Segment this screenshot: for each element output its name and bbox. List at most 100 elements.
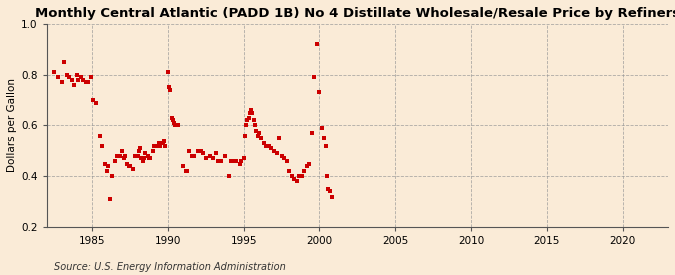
Point — [166, 116, 177, 120]
Point — [244, 111, 255, 115]
Point — [112, 154, 123, 158]
Point — [136, 156, 146, 161]
Point — [259, 141, 269, 145]
Point — [208, 156, 219, 161]
Point — [269, 149, 279, 153]
Point — [292, 179, 302, 183]
Point — [327, 194, 338, 199]
Point — [119, 154, 130, 158]
Point — [296, 174, 307, 178]
Point — [150, 144, 161, 148]
Point — [252, 133, 263, 138]
Point — [184, 149, 195, 153]
Point — [215, 159, 226, 163]
Point — [53, 75, 63, 79]
Point — [261, 144, 272, 148]
Point — [304, 161, 315, 166]
Point — [241, 123, 252, 128]
Point — [169, 121, 180, 125]
Point — [102, 169, 113, 173]
Point — [256, 136, 267, 140]
Point — [182, 169, 192, 173]
Point — [273, 136, 284, 140]
Point — [321, 144, 331, 148]
Point — [95, 133, 105, 138]
Point — [105, 197, 115, 201]
Point — [134, 149, 144, 153]
Point — [286, 174, 297, 178]
Point — [242, 118, 253, 123]
Point — [195, 149, 206, 153]
Point — [253, 131, 264, 135]
Point — [117, 149, 128, 153]
Point — [204, 154, 215, 158]
Point — [319, 136, 330, 140]
Point — [86, 75, 97, 79]
Point — [219, 154, 230, 158]
Point — [302, 164, 313, 168]
Point — [250, 123, 261, 128]
Point — [144, 156, 155, 161]
Point — [299, 169, 310, 173]
Point — [49, 70, 59, 74]
Point — [127, 166, 138, 171]
Point — [234, 161, 245, 166]
Point — [284, 169, 294, 173]
Point — [154, 141, 165, 145]
Point — [180, 169, 191, 173]
Title: Monthly Central Atlantic (PADD 1B) No 4 Distillate Wholesale/Resale Price by Ref: Monthly Central Atlantic (PADD 1B) No 4 … — [35, 7, 675, 20]
Point — [317, 126, 327, 130]
Point — [279, 156, 290, 161]
Point — [167, 118, 178, 123]
Point — [59, 60, 70, 64]
Point — [138, 156, 149, 161]
Point — [243, 116, 254, 120]
Point — [323, 187, 333, 191]
Point — [324, 189, 335, 194]
Point — [225, 159, 236, 163]
Point — [178, 164, 188, 168]
Point — [263, 144, 274, 148]
Point — [193, 149, 204, 153]
Point — [200, 156, 211, 161]
Point — [281, 159, 292, 163]
Point — [122, 161, 133, 166]
Point — [97, 144, 108, 148]
Point — [109, 159, 120, 163]
Point — [266, 146, 277, 150]
Point — [153, 144, 163, 148]
Point — [170, 123, 181, 128]
Point — [213, 159, 223, 163]
Y-axis label: Dollars per Gallon: Dollars per Gallon — [7, 78, 17, 172]
Point — [294, 174, 304, 178]
Point — [107, 174, 117, 178]
Point — [61, 73, 72, 77]
Point — [159, 139, 169, 143]
Point — [130, 154, 140, 158]
Point — [306, 131, 317, 135]
Point — [164, 85, 175, 90]
Point — [118, 156, 129, 161]
Point — [124, 164, 134, 168]
Point — [88, 98, 99, 102]
Text: Source: U.S. Energy Information Administration: Source: U.S. Energy Information Administ… — [54, 262, 286, 272]
Point — [115, 154, 126, 158]
Point — [311, 42, 322, 46]
Point — [142, 154, 153, 158]
Point — [155, 144, 166, 148]
Point — [251, 128, 262, 133]
Point — [271, 151, 282, 156]
Point — [240, 133, 250, 138]
Point — [231, 159, 242, 163]
Point — [309, 75, 320, 79]
Point — [137, 159, 148, 163]
Point — [148, 144, 159, 148]
Point — [198, 151, 209, 156]
Point — [57, 80, 68, 84]
Point — [140, 151, 151, 156]
Point — [80, 80, 91, 84]
Point — [223, 174, 234, 178]
Point — [151, 144, 162, 148]
Point — [189, 154, 200, 158]
Point — [247, 111, 258, 115]
